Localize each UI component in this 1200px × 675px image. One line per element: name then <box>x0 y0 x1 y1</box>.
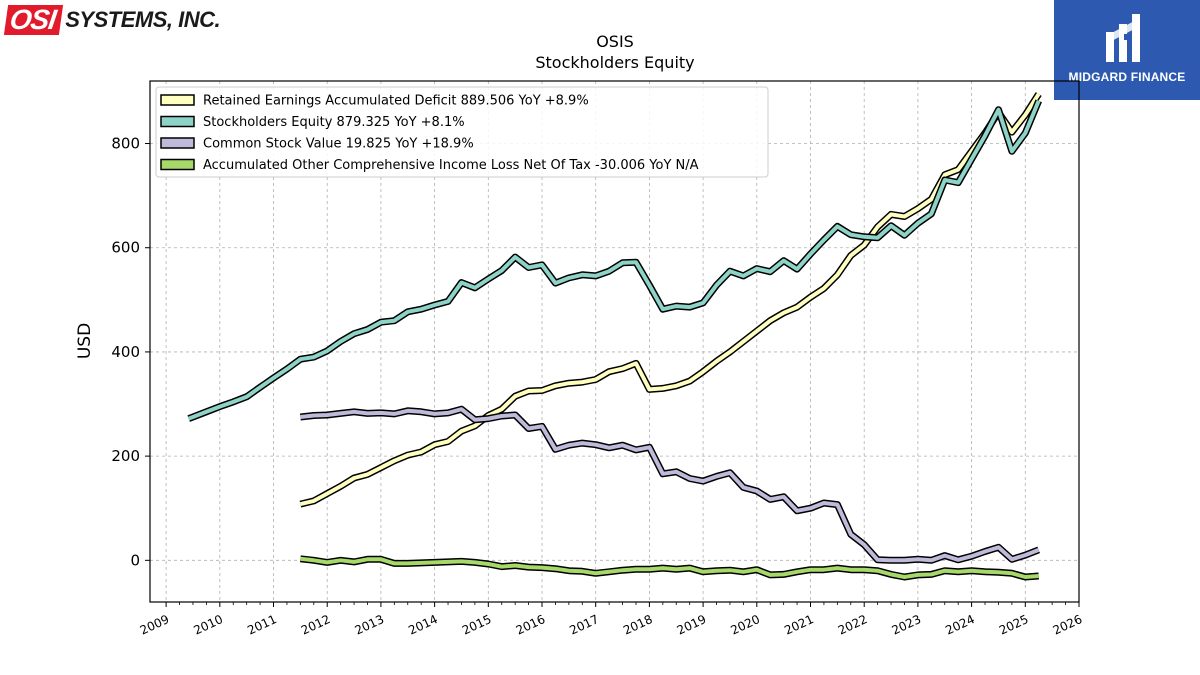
legend-entry: Accumulated Other Comprehensive Income L… <box>203 158 699 173</box>
plot-frame <box>149 80 1080 603</box>
legend-swatch <box>160 158 195 171</box>
osi-logo-wordmark: SYSTEMS, INC. <box>65 7 221 32</box>
chart-title: OSIS <box>596 32 634 51</box>
x-tick-label: 2023 <box>890 612 924 638</box>
x-tick-label: 2011 <box>245 612 279 638</box>
y-tick-label: 600 <box>111 239 140 257</box>
y-axis: 0 200 400 600 800 <box>111 135 150 569</box>
x-tick-label: 2016 <box>514 612 548 638</box>
legend-box <box>155 86 769 178</box>
x-tick-label: 2022 <box>836 612 870 638</box>
y-tick-label: 0 <box>130 551 140 569</box>
series-3 <box>300 405 1040 564</box>
series-1 <box>299 92 1042 508</box>
x-tick-label: 2017 <box>567 612 601 638</box>
publisher-name: MIDGARD FINANCE <box>1068 70 1186 84</box>
x-tick-label: 2020 <box>728 612 762 638</box>
series-line <box>187 100 1041 421</box>
legend: Retained Earnings Accumulated Deficit 88… <box>155 86 769 178</box>
x-tick-label: 2013 <box>353 612 387 638</box>
osi-systems-logo: OSI SYSTEMS, INC. <box>3 4 221 36</box>
legend-swatch <box>160 137 195 149</box>
series-2 <box>187 99 1042 422</box>
x-axis: 2009 2010 2011 2012 2013 2014 2015 2016 2017 2018… <box>138 602 1084 638</box>
x-tick-label: 2010 <box>191 612 225 638</box>
x-tick-label: 2019 <box>675 612 709 638</box>
series-line <box>300 407 1040 563</box>
x-tick-label: 2025 <box>997 612 1031 638</box>
legend-swatch <box>160 94 195 106</box>
series-lines <box>187 92 1042 581</box>
legend-entry: Stockholders Equity 879.325 YoY +8.1% <box>203 115 465 130</box>
midgard-mark-icon <box>1106 14 1140 62</box>
x-tick-label: 2015 <box>460 612 494 638</box>
y-tick-label: 800 <box>111 135 140 153</box>
y-tick-label: 400 <box>111 343 140 361</box>
x-tick-label: 2009 <box>138 612 172 638</box>
x-tick-label: 2014 <box>406 612 440 638</box>
x-tick-label: 2012 <box>299 612 333 638</box>
midgard-finance-logo: MIDGARD FINANCE <box>1054 0 1200 100</box>
x-tick-label: 2024 <box>943 612 977 638</box>
x-tick-label: 2018 <box>621 612 655 638</box>
y-axis-label: USD <box>75 323 95 359</box>
x-tick-label: 2026 <box>1051 612 1085 638</box>
y-tick-label: 200 <box>111 447 140 465</box>
legend-swatch <box>160 115 195 128</box>
series-line-outline <box>300 405 1040 564</box>
x-tick-label: 2021 <box>782 612 816 638</box>
series-line <box>300 556 1039 579</box>
series-4 <box>300 555 1039 581</box>
legend-entry: Retained Earnings Accumulated Deficit 88… <box>203 94 589 109</box>
legend-entry: Common Stock Value 19.825 YoY +18.9% <box>203 137 474 152</box>
chart-subtitle: Stockholders Equity <box>535 53 694 72</box>
series-line <box>299 92 1041 507</box>
